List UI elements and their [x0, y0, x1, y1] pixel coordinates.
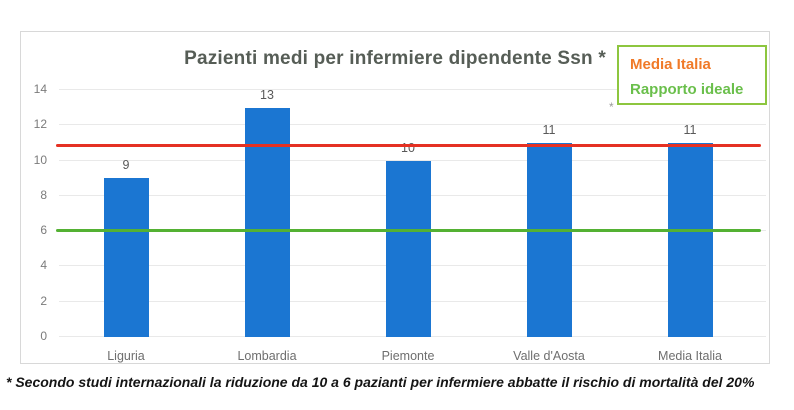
- y-tick-label-0: 0: [40, 329, 47, 343]
- plot-area: 9 13 10 11 11: [56, 87, 766, 337]
- bar-media-italia: [668, 142, 713, 337]
- bar-value-valle-d-aosta: 11: [542, 122, 556, 137]
- chart-title: Pazienti medi per infermiere dipendente …: [184, 48, 606, 69]
- gridline-10: [59, 159, 766, 161]
- bar-value-liguria: 9: [122, 158, 130, 173]
- bar-valle-d-aosta: [527, 142, 572, 337]
- bar-piemonte: [386, 160, 431, 337]
- legend-item-rapporto-ideale: Rapporto ideale: [630, 81, 744, 98]
- footnote-asterisk-mark: *: [609, 100, 614, 114]
- x-tick-label-piemonte: Piemonte: [381, 349, 435, 363]
- bar-value-piemonte: 10: [401, 140, 415, 155]
- media-italia-line: [56, 143, 761, 147]
- x-tick-label-lombardia: Lombardia: [237, 349, 297, 363]
- chart-panel: Pazienti medi per infermiere dipendente …: [20, 31, 770, 364]
- legend-item-media-italia: Media Italia: [630, 56, 711, 73]
- gridline-12: [59, 124, 766, 126]
- x-tick-label-media-italia: Media Italia: [658, 349, 722, 363]
- y-tick-label-2: 2: [40, 293, 47, 308]
- gridline-14: [59, 89, 766, 90]
- bar-liguria: [104, 178, 149, 337]
- footnote: * Secondo studi internazionali la riduzi…: [6, 374, 755, 390]
- y-tick-label-10: 10: [33, 152, 47, 167]
- bar-lombardia: [245, 107, 290, 337]
- y-tick-label-12: 12: [33, 117, 47, 132]
- y-tick-label-4: 4: [40, 258, 47, 273]
- chart-legend: Media Italia Rapporto ideale: [617, 45, 767, 105]
- y-tick-label-8: 8: [40, 187, 47, 202]
- y-tick-label-6: 6: [40, 223, 47, 238]
- bar-value-media-italia: 11: [683, 122, 697, 137]
- x-tick-label-valle-d-aosta: Valle d'Aosta: [513, 349, 585, 363]
- bar-value-lombardia: 13: [260, 87, 274, 102]
- x-tick-label-liguria: Liguria: [107, 349, 145, 363]
- y-tick-label-14: 14: [33, 82, 47, 96]
- rapporto-ideale-line: [56, 229, 761, 233]
